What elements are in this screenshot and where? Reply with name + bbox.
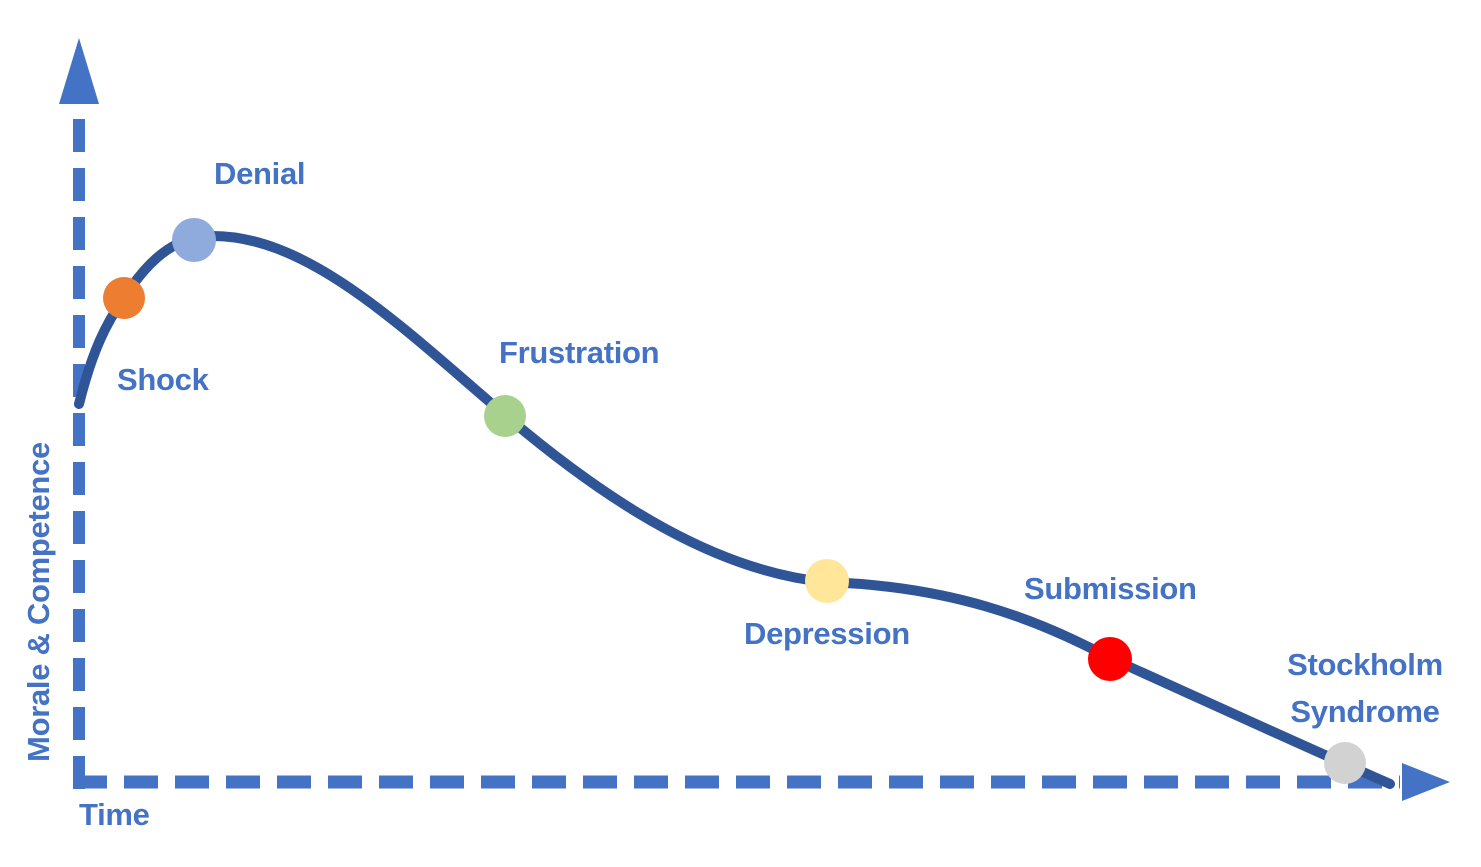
marker-shock — [103, 277, 145, 319]
x-axis — [73, 763, 1450, 801]
marker-depression — [805, 559, 849, 603]
stage-label-shock: Shock — [117, 362, 209, 397]
stage-label-frustration: Frustration — [499, 335, 660, 370]
stage-label-submission: Submission — [1024, 571, 1197, 606]
marker-stockholm-syndrome — [1324, 742, 1366, 784]
stage-label-stockholm-line2: Syndrome — [1290, 694, 1440, 729]
morale-curve — [74, 230, 1395, 789]
y-axis — [59, 38, 99, 789]
stage-label-stockholm-syndrome: Stockholm Syndrome — [1281, 641, 1449, 735]
stage-label-denial: Denial — [214, 156, 306, 191]
y-axis-arrow-icon — [59, 38, 99, 104]
marker-denial — [172, 218, 216, 262]
x-axis-arrow-icon — [1402, 763, 1450, 801]
y-axis-label: Morale & Competence — [21, 442, 56, 762]
marker-frustration — [484, 395, 526, 437]
stage-label-stockholm-line1: Stockholm — [1287, 647, 1443, 682]
x-axis-label: Time — [79, 797, 150, 832]
stage-markers — [103, 218, 1366, 784]
stage-label-depression: Depression — [744, 616, 910, 651]
marker-submission — [1088, 637, 1132, 681]
